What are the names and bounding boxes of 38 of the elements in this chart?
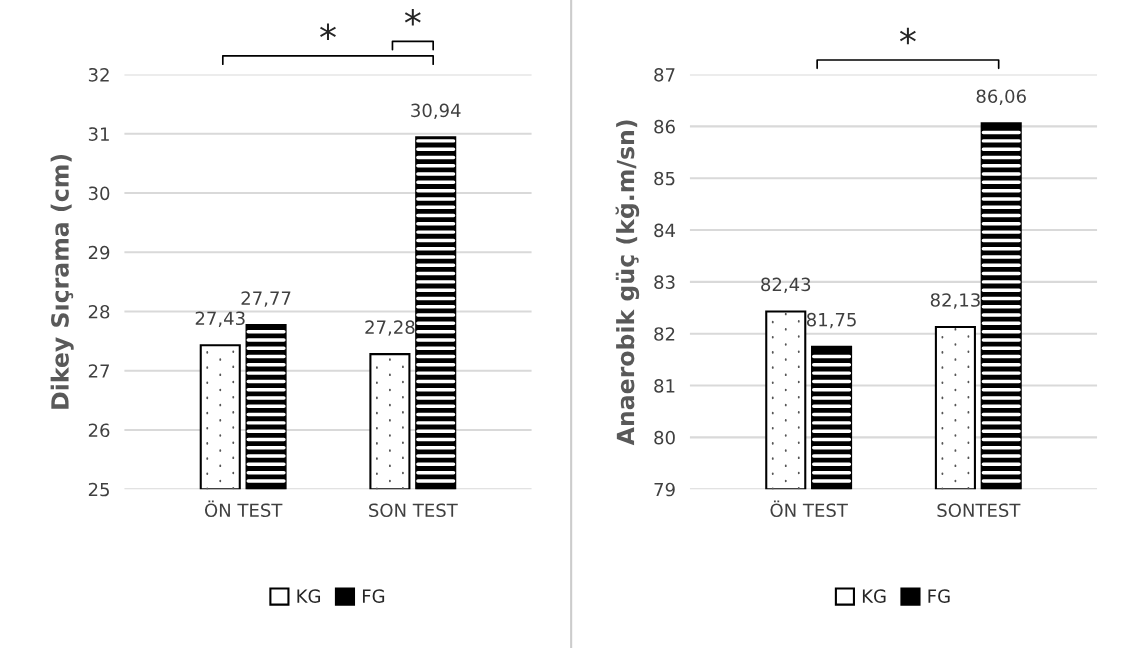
y-tick-label: 82 [654,327,675,341]
y-tick-label: 25 [88,482,109,497]
data-label: 82,43 [761,277,811,294]
y-tick-label: 26 [88,423,110,438]
data-label: 27,28 [365,320,415,336]
text: * [320,23,336,41]
y-tick-label: 84 [654,223,676,238]
legend-label: FG [928,589,950,603]
text: * [404,9,421,26]
y-tick-label: 83 [654,275,675,289]
data-label: 82,13 [930,293,980,309]
y-tick-label: 31 [88,127,109,141]
legend-label: FG [362,589,385,603]
data-label: 30,94 [411,103,461,119]
data-label: 81,75 [806,312,856,329]
y-tick-label: 30 [88,186,110,201]
data-label: 27,77 [241,291,291,307]
y-tick-label: 86 [654,119,675,134]
x-tick-label: ÖN TEST [770,500,848,518]
y-tick-label: 29 [88,245,110,260]
y-tick-label: 32 [88,67,109,82]
y-tick-label: 79 [654,482,675,497]
data-label: 27,43 [195,311,245,327]
text: * [899,27,916,45]
y-tick-label: 81 [654,379,675,393]
y-tick-label: 85 [654,171,675,186]
legend-label: KG [862,589,886,603]
y-tick-label: 27 [88,364,109,378]
y-tick-label: 80 [654,430,675,445]
y-axis-title: Dikey Sıçrama (cm) [50,154,74,409]
y-tick-label: 28 [88,304,110,319]
x-tick-label: SON TEST [369,503,458,518]
x-tick-label: ÖN TEST [204,500,283,518]
y-tick-label: 87 [654,67,675,82]
data-label: 86,06 [976,89,1026,105]
y-axis-title: Anaerobik güç (kğ.m/sn) [615,120,640,446]
x-tick-label: SONTEST [937,503,1021,518]
legend-label: KG [297,589,321,603]
